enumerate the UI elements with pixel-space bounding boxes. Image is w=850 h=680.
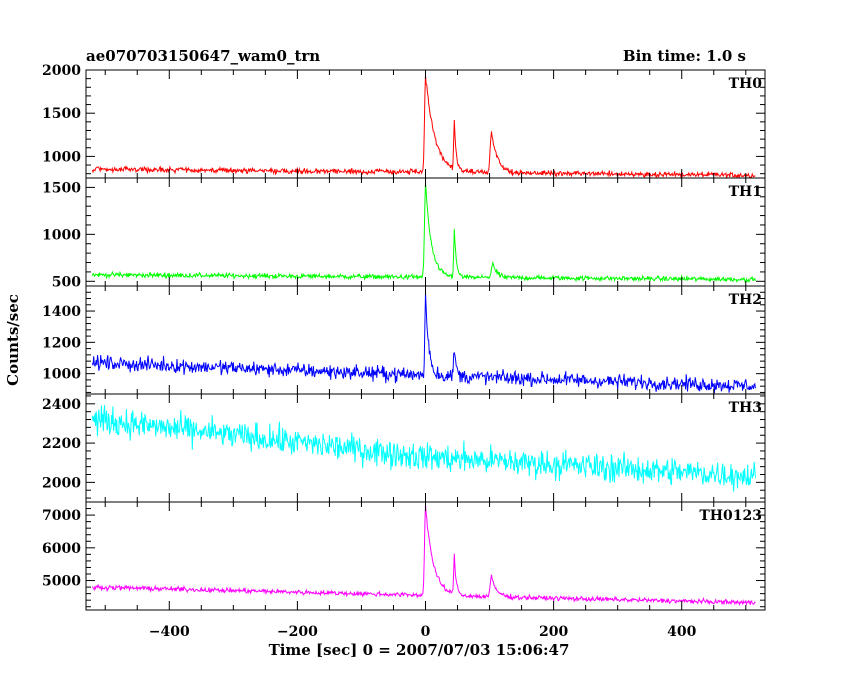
chart-title: ae070703150647_wam0_trn [86, 47, 320, 65]
x-tick-label: 200 [539, 624, 568, 640]
x-tick-label: 400 [667, 624, 696, 640]
y-tick-label: 2000 [42, 475, 81, 491]
series-line-th0123 [91, 504, 756, 606]
panel-th2: 1000 1200 1400 TH2 [42, 285, 766, 395]
x-tick-label: 0 [421, 624, 431, 640]
panel-label-th0: TH0 [729, 76, 763, 92]
series-line-th3 [91, 405, 756, 492]
panel-label-th2: TH2 [729, 292, 762, 308]
y-tick-label: 2200 [42, 436, 81, 452]
y-tick-label: 1000 [42, 367, 81, 383]
x-axis-label: Time [sec] 0 = 2007/07/03 15:06:47 [269, 641, 570, 659]
y-axis-label: Counts/sec [4, 294, 22, 386]
y-tick-label: 2000 [42, 63, 81, 79]
y-tick-label: 6000 [42, 541, 81, 557]
y-tick-label: 1400 [42, 304, 81, 320]
series-line-th0 [91, 74, 756, 179]
panel-th1: 500 1000 1500 TH1 [42, 177, 766, 290]
series-line-th2 [91, 292, 756, 394]
y-tick-label: 7000 [42, 508, 81, 524]
panel-label-th0123: TH0123 [699, 508, 762, 524]
y-tick-label: 5000 [42, 574, 81, 590]
y-tick-label: 500 [52, 274, 81, 290]
panel-label-th1: TH1 [729, 184, 762, 200]
y-tick-label: 2400 [42, 397, 81, 413]
x-tick-label: −200 [277, 624, 318, 640]
bin-time-label: Bin time: 1.0 s [623, 47, 746, 65]
panel-frame [85, 393, 766, 503]
panel-label-th3: TH3 [729, 400, 762, 416]
y-tick-label: 1500 [42, 180, 81, 196]
series-line-th1 [91, 182, 756, 284]
x-tick-label: −400 [149, 624, 190, 640]
y-tick-label: 1500 [42, 106, 81, 122]
panel-th0: 1000 1500 2000 TH0 [42, 63, 766, 179]
y-tick-label: 1000 [42, 227, 81, 243]
panel-th0123: 5000 6000 7000 TH0123 [42, 501, 766, 611]
y-tick-label: 1200 [42, 335, 81, 351]
panel-th3: 2000 2200 2400 TH3 [42, 393, 766, 503]
y-tick-label: 1000 [42, 149, 81, 165]
